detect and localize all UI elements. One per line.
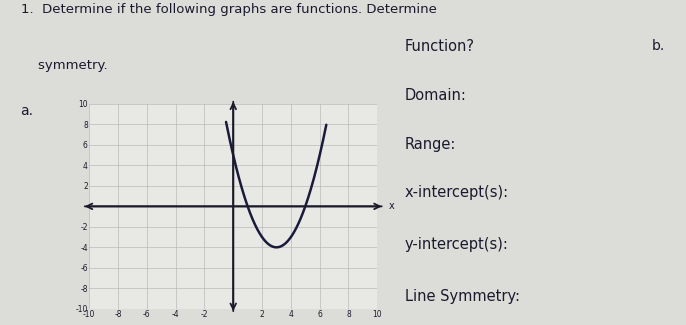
Text: x: x	[389, 202, 394, 211]
Text: x-intercept(s):: x-intercept(s):	[405, 185, 509, 200]
Text: a.: a.	[21, 104, 34, 118]
Text: symmetry.: symmetry.	[21, 58, 107, 72]
Text: y-intercept(s):: y-intercept(s):	[405, 237, 508, 252]
Text: Domain:: Domain:	[405, 88, 466, 103]
Text: Range:: Range:	[405, 136, 456, 151]
Text: Function?: Function?	[405, 39, 475, 54]
Text: 1.  Determine if the following graphs are functions. Determine: 1. Determine if the following graphs are…	[21, 3, 436, 16]
Text: Line Symmetry:: Line Symmetry:	[405, 289, 520, 304]
Text: b.: b.	[652, 39, 665, 53]
